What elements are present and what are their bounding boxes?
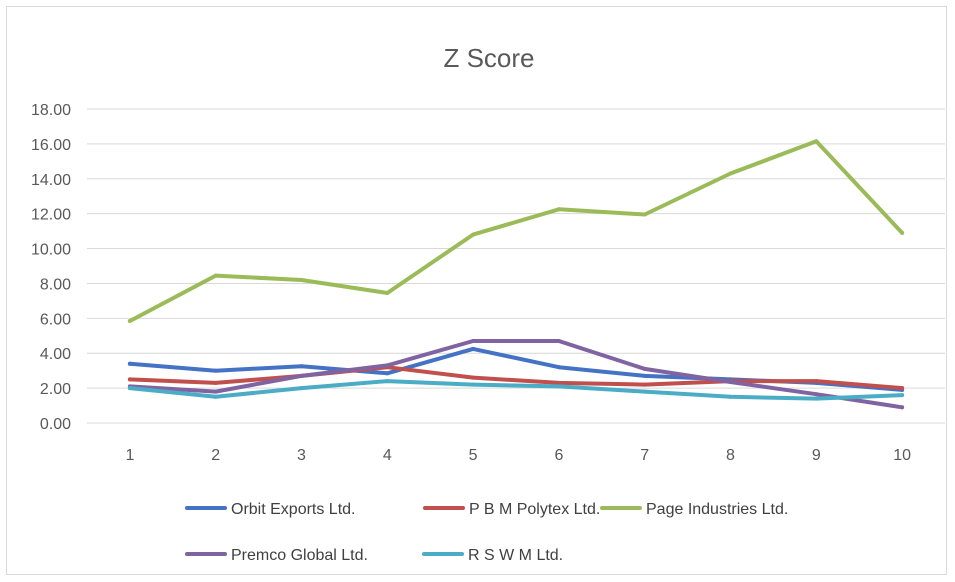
x-tick-label: 1 (125, 447, 134, 464)
data-point (471, 382, 476, 387)
data-point (642, 373, 647, 378)
data-point (814, 139, 819, 144)
legend-item: Premco Global Ltd. (185, 547, 368, 564)
data-point (556, 365, 561, 370)
legend-label: Premco Global Ltd. (231, 547, 368, 564)
y-tick-label: 2.00 (40, 381, 71, 398)
data-point (127, 386, 132, 391)
legend-item: P B M Polytex Ltd. (423, 501, 600, 518)
data-point (642, 389, 647, 394)
chart-frame: Z Score 0.00 2.00 4.00 6.00 8.00 10.00 12.00 14… (6, 6, 947, 575)
x-tick-label: 2 (211, 447, 220, 464)
data-point (814, 392, 819, 397)
series-line-5 (127, 379, 905, 401)
data-point (556, 207, 561, 212)
data-point (127, 361, 132, 366)
data-point (385, 363, 390, 368)
data-point (642, 212, 647, 217)
data-point (385, 379, 390, 384)
y-tick-label: 0.00 (40, 416, 71, 433)
data-point (385, 291, 390, 296)
x-tick-label: 8 (726, 447, 735, 464)
y-tick-label: 16.00 (31, 137, 71, 154)
x-tick-label: 4 (383, 447, 392, 464)
y-tick-label: 6.00 (40, 311, 71, 328)
series-line-4 (127, 339, 905, 410)
data-point (213, 394, 218, 399)
data-point (642, 366, 647, 371)
data-point (642, 382, 647, 387)
data-point (556, 339, 561, 344)
x-tick-label: 10 (893, 447, 911, 464)
data-point (471, 232, 476, 237)
y-tick-label: 18.00 (31, 102, 71, 119)
legend-label: P B M Polytex Ltd. (469, 501, 600, 518)
legend-label: Page Industries Ltd. (646, 501, 788, 518)
data-point (471, 375, 476, 380)
legend-item: Orbit Exports Ltd. (185, 501, 356, 518)
gridlines (87, 108, 945, 424)
data-point (556, 380, 561, 385)
y-tick-label: 10.00 (31, 242, 71, 259)
data-point (127, 318, 132, 323)
legend-item: Page Industries Ltd. (600, 501, 788, 518)
data-point (900, 405, 905, 410)
data-point (728, 394, 733, 399)
series-line-2 (127, 365, 905, 391)
data-point (900, 386, 905, 391)
y-tick-label: 12.00 (31, 207, 71, 224)
data-point (385, 371, 390, 376)
data-point (471, 339, 476, 344)
data-point (556, 384, 561, 389)
y-tick-label: 14.00 (31, 172, 71, 189)
data-point (213, 389, 218, 394)
x-tick-label: 7 (640, 447, 649, 464)
data-point (127, 377, 132, 382)
data-point (814, 396, 819, 401)
legend-label: Orbit Exports Ltd. (231, 501, 356, 518)
legend: Orbit Exports Ltd. P B M Polytex Ltd. Page… (185, 501, 788, 564)
data-point (299, 364, 304, 369)
data-point (299, 386, 304, 391)
data-point (213, 380, 218, 385)
data-point (299, 373, 304, 378)
data-point (213, 368, 218, 373)
y-tick-label: 8.00 (40, 276, 71, 293)
x-tick-label: 9 (812, 447, 821, 464)
line-chart: Z Score 0.002.004.006.008.0010.0012.0014… (31, 43, 945, 564)
x-axis-tick-labels: 1 2 3 4 5 6 7 8 9 10 (125, 447, 911, 464)
y-tick-label: 4.00 (40, 346, 71, 363)
x-tick-label: 6 (554, 447, 563, 464)
data-point (814, 379, 819, 384)
chart-title: Z Score (443, 43, 534, 73)
data-point (213, 273, 218, 278)
x-tick-label: 3 (297, 447, 306, 464)
legend-item: R S W M Ltd. (422, 547, 563, 564)
data-point (728, 171, 733, 176)
data-point (471, 346, 476, 351)
series-lines (127, 139, 905, 410)
data-point (728, 380, 733, 385)
y-axis-tick-labels: 0.00 2.00 4.00 6.00 8.00 10.00 12.00 14.00 16.00… (31, 102, 71, 433)
data-point (900, 393, 905, 398)
x-tick-label: 5 (469, 447, 478, 464)
data-point (299, 277, 304, 282)
legend-label: R S W M Ltd. (468, 547, 563, 564)
series-line-3 (127, 139, 905, 323)
data-point (900, 230, 905, 235)
